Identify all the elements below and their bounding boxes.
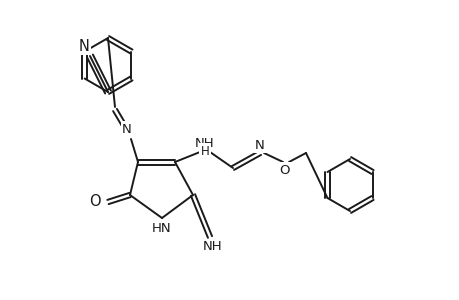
Text: NH: NH bbox=[195, 136, 214, 149]
Text: O: O bbox=[279, 164, 290, 176]
Text: N: N bbox=[78, 38, 89, 53]
Text: NH: NH bbox=[203, 241, 222, 254]
Text: O: O bbox=[89, 194, 101, 209]
Text: HN: HN bbox=[152, 221, 172, 235]
Text: N: N bbox=[255, 139, 264, 152]
Text: H: H bbox=[200, 145, 209, 158]
Text: N: N bbox=[122, 122, 132, 136]
